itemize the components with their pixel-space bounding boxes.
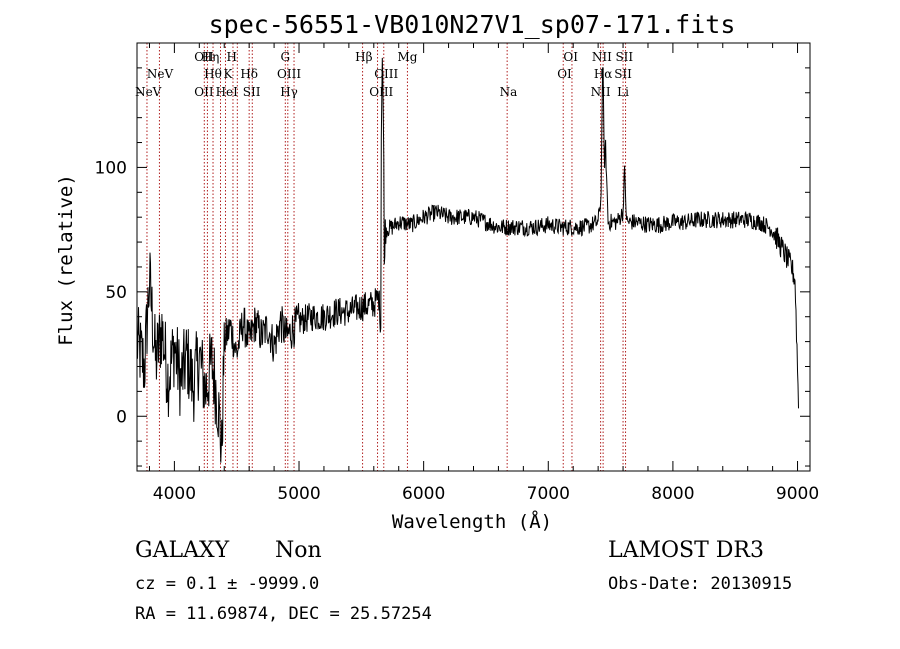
- spectrum-series: [136, 57, 799, 463]
- subclass-label: Non: [275, 538, 322, 563]
- spectral-line-label: OI: [557, 67, 572, 81]
- spectral-line-label: HeI: [216, 85, 239, 99]
- spectral-line-label: Hβ: [355, 50, 372, 64]
- redshift-readout: cz = 0.1 ± -9999.0: [135, 574, 320, 594]
- spectral-line-label: NeV: [147, 67, 174, 81]
- spectral-line-label: SII: [615, 50, 633, 64]
- spectral-line-label: Hθ: [204, 67, 222, 81]
- spectral-line-label: G: [281, 50, 291, 64]
- survey-label: LAMOST DR3: [608, 538, 764, 563]
- x-tick-label: 9000: [776, 484, 819, 504]
- spectral-line-label: OI: [563, 50, 578, 64]
- spectral-line-label: Li: [617, 85, 629, 99]
- spectral-line-label: Hη: [202, 50, 220, 64]
- spectral-line-label: OIII: [374, 67, 398, 81]
- x-tick-label: 7000: [527, 484, 570, 504]
- spectral-line-label: Hα: [594, 67, 613, 81]
- plot-frame: [136, 42, 811, 472]
- spectral-line-label: OII: [194, 85, 214, 99]
- obs-date-readout: Obs-Date: 20130915: [608, 574, 793, 594]
- spectral-line-label: SII: [614, 67, 632, 81]
- spectral-line-label: NII: [591, 85, 611, 99]
- x-tick-label: 4000: [153, 484, 196, 504]
- coordinates-readout: RA = 11.69874, DEC = 25.57254: [135, 604, 432, 624]
- spectral-line-label: H: [226, 50, 236, 64]
- classification-label: GALAXY: [135, 538, 230, 563]
- y-tick-label: 0: [116, 407, 127, 427]
- x-tick-label: 5000: [277, 484, 320, 504]
- spectral-line-label: OIII: [277, 67, 301, 81]
- x-tick-label: 6000: [402, 484, 445, 504]
- y-tick-label: 50: [105, 283, 127, 303]
- y-tick-label: 100: [95, 158, 127, 178]
- spectral-line-label: OII: [194, 50, 214, 64]
- chart-title: spec-56551-VB010N27V1_sp07-171.fits: [209, 10, 736, 39]
- spectral-line-label: Hδ: [240, 67, 258, 81]
- spectral-line-label: K: [223, 67, 233, 81]
- x-axis-label: Wavelength (Å): [392, 510, 552, 533]
- spectrum-line: [136, 57, 799, 463]
- spectral-line-label: Mg: [397, 50, 417, 64]
- spectral-line-label: NII: [592, 50, 612, 64]
- spectral-line-label: SII: [243, 85, 261, 99]
- spectral-line-label: Na: [500, 85, 518, 99]
- spectral-line-label: Hγ: [280, 85, 298, 99]
- spectral-line-label: OIII: [369, 85, 393, 99]
- x-tick-label: 8000: [651, 484, 694, 504]
- axis-ticks: 4000 5000 6000 7000 8000 9000 0 50 100: [95, 43, 819, 504]
- spectral-line-label: NeV: [135, 85, 162, 99]
- y-axis-label: Flux (relative): [55, 174, 77, 346]
- spectral-marker-lines: [146, 43, 627, 471]
